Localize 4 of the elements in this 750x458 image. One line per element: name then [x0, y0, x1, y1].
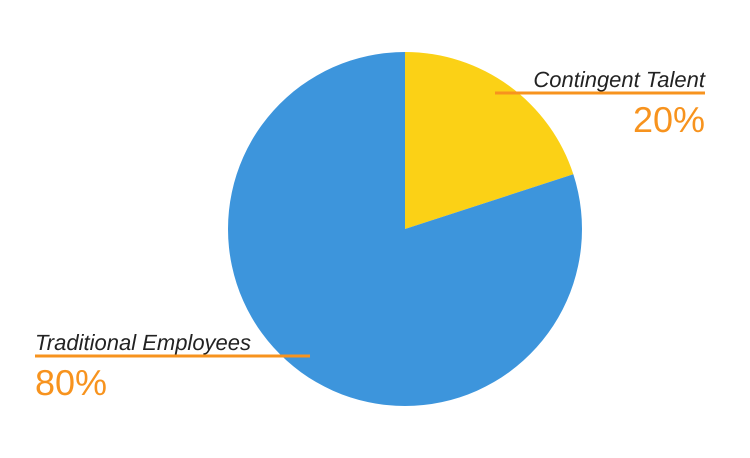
slice-label: Traditional Employees	[35, 330, 252, 355]
slice-label: Contingent Talent	[533, 67, 706, 92]
data-label: 80%	[35, 362, 108, 403]
data-label: 20%	[632, 99, 705, 140]
